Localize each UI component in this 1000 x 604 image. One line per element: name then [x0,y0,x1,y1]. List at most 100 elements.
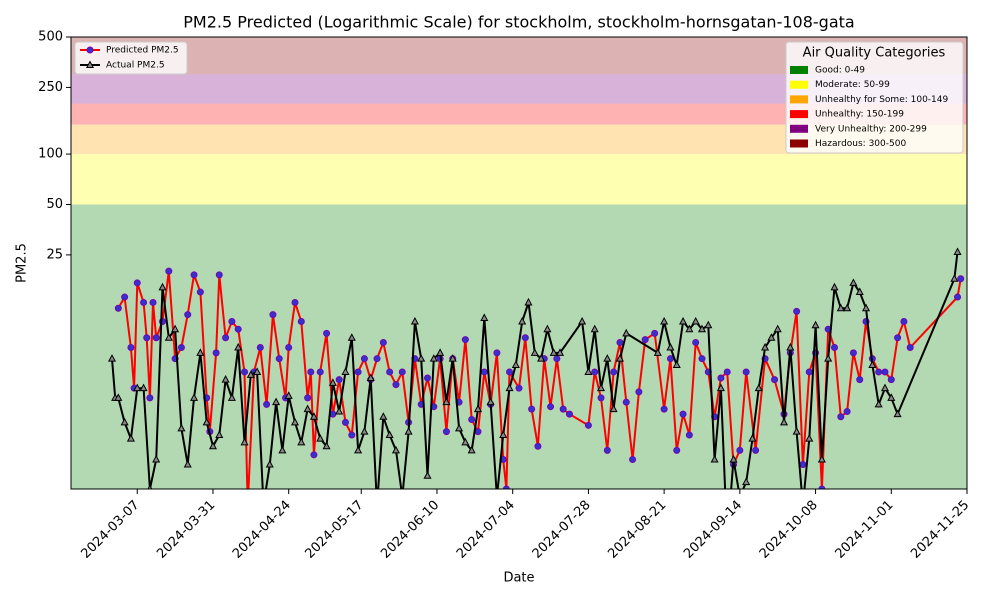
series-marker [723,368,731,376]
series-marker [537,354,546,362]
series-marker [697,324,707,333]
series-marker [710,454,719,463]
series-marker [553,355,561,363]
series-marker [374,502,380,508]
series-marker [164,333,173,341]
series-marker [837,413,845,421]
series-marker [120,417,129,426]
series-marker [202,417,211,426]
series-marker [461,336,469,344]
series-marker [480,313,489,321]
legend-swatch [790,66,808,74]
series-marker [461,437,470,446]
series-marker [215,430,224,439]
series-marker [672,360,681,369]
series-marker [660,316,669,325]
legend-label: Predicted PM2.5 [106,46,179,56]
legends: Predicted PM2.5 Actual PM2.5 Air Quality C… [74,41,964,154]
series-marker [742,477,751,486]
series-marker [494,493,500,499]
series-marker [622,328,631,337]
series-marker [603,446,611,454]
series-marker [215,271,223,279]
legend-label: Actual PM2.5 [106,61,165,71]
series-marker [234,325,242,333]
series-marker [245,502,251,508]
series-marker [417,354,426,362]
series-marker [754,383,763,392]
series-marker [685,431,693,439]
series-marker [429,354,438,362]
series-marker [805,434,814,442]
series-marker [227,393,236,401]
series-marker [234,342,243,351]
series-marker [304,394,312,402]
series-marker [316,434,325,442]
y-tick-label: 100 [38,147,63,162]
series-marker [379,338,387,346]
series-marker [849,278,858,286]
series-marker [635,388,643,396]
series-marker [291,298,299,306]
series-marker [748,434,757,442]
y-tick-label: 25 [46,247,63,262]
series-marker [836,303,845,312]
series-marker [724,536,730,542]
series-marker [171,324,180,333]
series-marker [894,334,902,342]
series-marker [272,397,281,406]
series-marker [354,445,363,454]
series-marker [855,287,864,296]
series-marker [524,297,533,306]
series-marker [761,342,770,351]
series-marker [691,316,700,325]
series-marker [887,393,896,401]
series-marker [149,298,157,306]
series-marker [285,343,293,351]
series-marker [506,368,514,376]
series-marker [530,348,539,356]
series-marker [849,349,857,357]
series-marker [143,334,151,342]
series-marker [773,324,782,333]
series-marker [278,445,287,454]
series-marker [666,355,674,363]
series-marker [862,303,871,312]
series-marker [228,318,236,326]
series-marker [793,307,801,315]
series-marker [565,410,573,418]
series-marker [799,461,807,469]
series-marker [578,316,587,325]
x-tick-label: 2024-03-31 [154,498,218,562]
x-tick-label: 2024-07-04 [454,498,518,562]
series-marker [622,398,630,406]
series-marker [704,320,713,329]
series-marker [521,334,529,342]
series-marker [335,406,344,415]
series-marker [107,354,117,362]
series-marker [133,279,141,287]
series-marker [366,373,375,382]
series-marker [603,354,612,362]
series-marker [875,368,883,376]
series-marker [673,446,681,454]
x-tick-label: 2024-10-08 [757,498,821,562]
series-marker [260,502,266,508]
legend-swatch [790,95,808,104]
series-marker [881,368,889,376]
series-marker [473,404,483,413]
series-marker [950,274,959,282]
x-tick-label: 2024-07-28 [530,498,594,562]
series-marker [685,324,694,333]
series-marker [528,405,536,413]
series-marker [341,367,350,375]
series-marker [385,430,394,439]
series-marker [328,378,337,386]
series-marker [616,338,624,346]
series-marker [410,316,419,325]
series-marker [817,454,826,463]
series-marker [309,412,318,420]
legend-label: Unhealthy for Some: 100-149 [815,95,948,105]
series-marker [584,421,592,429]
